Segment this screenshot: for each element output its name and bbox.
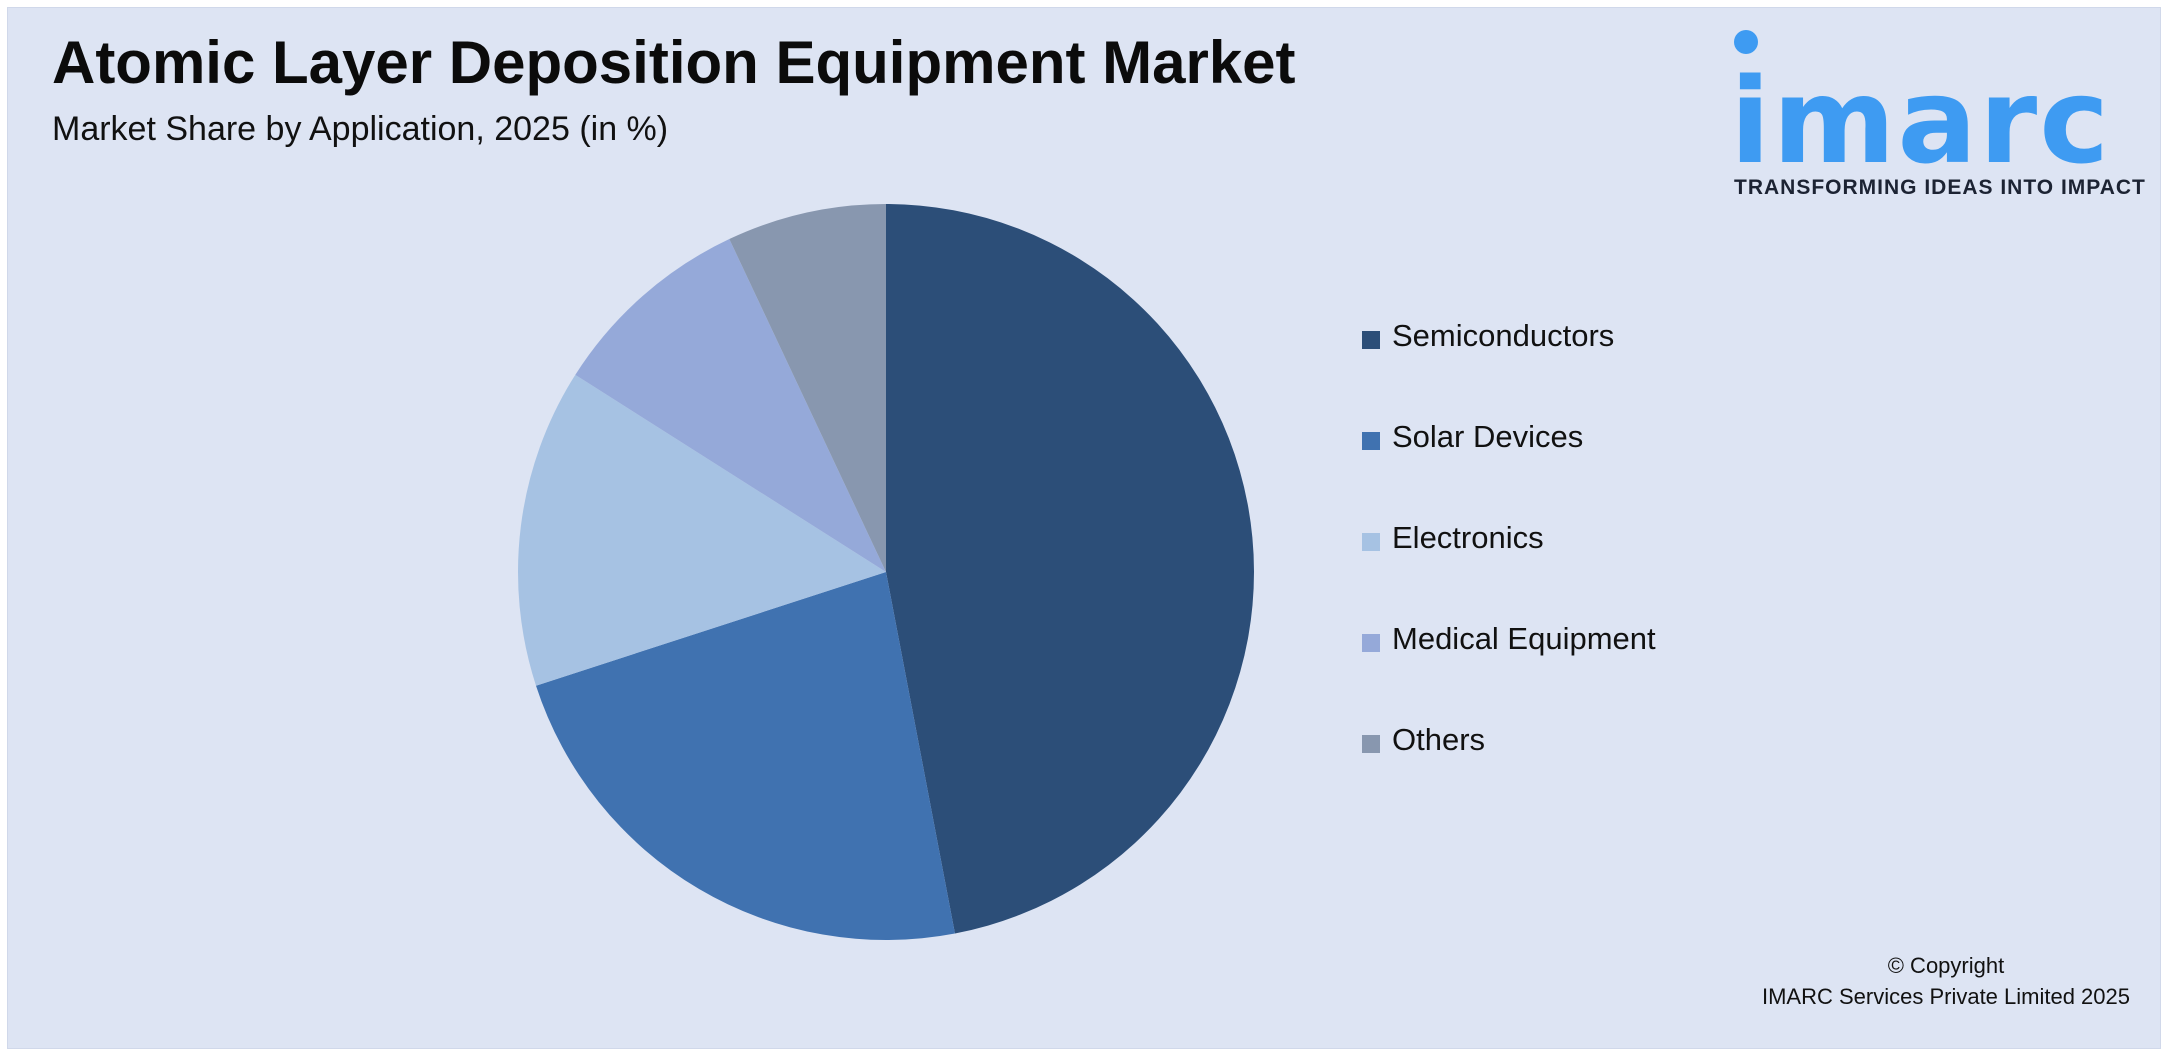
legend-swatch <box>1362 735 1380 753</box>
chart-legend: Semiconductors Solar Devices Electronics… <box>1362 318 1656 823</box>
copyright-notice: © Copyright IMARC Services Private Limit… <box>1762 950 2130 1012</box>
legend-item-medical-equipment: Medical Equipment <box>1362 621 1656 722</box>
pie-slice-semiconductors <box>886 204 1255 934</box>
pie-slice-solar-devices <box>536 572 955 940</box>
legend-label: Others <box>1392 722 1486 757</box>
pie-slice-medical-equipment <box>575 239 886 572</box>
legend-label: Solar Devices <box>1392 419 1584 454</box>
pie-slice-others <box>729 204 886 572</box>
chart-title: Atomic Layer Deposition Equipment Market <box>52 29 1296 96</box>
legend-label: Electronics <box>1392 520 1544 555</box>
legend-swatch <box>1362 533 1380 551</box>
logo-wordmark: imarc <box>1730 52 2112 190</box>
logo-dot-icon <box>1734 30 1758 54</box>
legend-swatch <box>1362 331 1380 349</box>
legend-item-semiconductors: Semiconductors <box>1362 318 1656 419</box>
legend-swatch <box>1362 634 1380 652</box>
legend-item-solar-devices: Solar Devices <box>1362 419 1656 520</box>
legend-item-others: Others <box>1362 722 1656 823</box>
imarc-logo: imarc TRANSFORMING IDEAS INTO IMPACT <box>1722 24 2145 214</box>
logo-tagline: TRANSFORMING IDEAS INTO IMPACT <box>1734 176 2146 199</box>
copyright-line-2: IMARC Services Private Limited 2025 <box>1761 984 2130 1009</box>
legend-label: Semiconductors <box>1392 318 1615 353</box>
chart-subtitle: Market Share by Application, 2025 (in %) <box>52 110 669 148</box>
pie-slice-electronics <box>518 374 886 686</box>
legend-item-electronics: Electronics <box>1362 520 1656 621</box>
legend-label: Medical Equipment <box>1392 621 1656 656</box>
legend-swatch <box>1362 432 1380 450</box>
copyright-line-1: © Copyright <box>1887 953 2005 978</box>
